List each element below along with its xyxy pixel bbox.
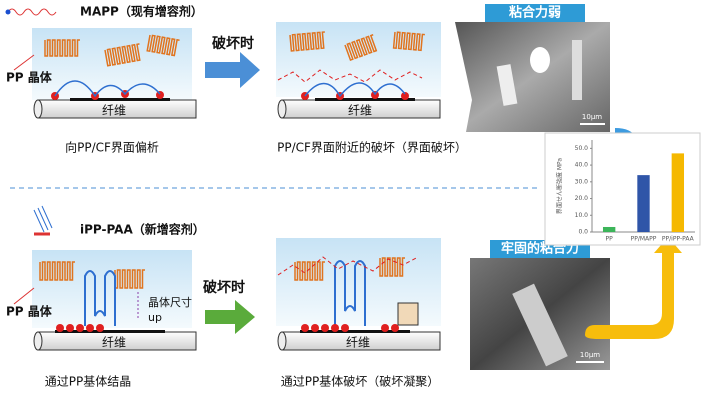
y-tick-label: 0.0 xyxy=(578,229,588,236)
pointer xyxy=(13,287,35,305)
fiber-pullout xyxy=(572,40,582,100)
crystal xyxy=(289,31,325,52)
y-tick-label: 10.0 xyxy=(575,212,589,219)
bar xyxy=(637,175,650,232)
pp-dot xyxy=(311,324,319,332)
pp-dot xyxy=(391,324,399,332)
crystal xyxy=(379,257,405,277)
size-label: up xyxy=(148,311,162,324)
pp-dot xyxy=(76,324,84,332)
photo-frame xyxy=(455,22,472,132)
arrow xyxy=(205,300,255,334)
crystal xyxy=(104,43,141,67)
photo-title-bg xyxy=(485,4,585,22)
arrow xyxy=(585,237,682,339)
mapp-icon xyxy=(7,8,57,16)
pp-dot xyxy=(301,324,309,332)
pp-dot xyxy=(86,324,94,332)
crystal xyxy=(294,261,325,281)
caption: 通过PP基体结晶 xyxy=(45,375,131,389)
legend: MAPP（现有增容剂） xyxy=(80,4,203,19)
x-tick-label: PP/MAPP xyxy=(631,236,657,243)
matrix xyxy=(276,22,441,97)
crystal xyxy=(39,261,75,281)
crystal-label: PP 晶体 xyxy=(6,304,53,319)
fiber xyxy=(512,283,568,367)
pp-dot xyxy=(321,324,329,332)
pp-dot xyxy=(341,324,349,332)
fiber-label: 纤维 xyxy=(346,336,370,350)
mapp-dot xyxy=(156,91,164,99)
crystal xyxy=(114,269,145,289)
scale: 10μm xyxy=(580,351,600,359)
mapp-dot xyxy=(401,92,409,100)
pp-dot xyxy=(56,324,64,332)
ipp-icon xyxy=(33,205,53,233)
molecules xyxy=(39,256,419,332)
crystal xyxy=(146,34,180,57)
caption: 向PP/CF界面偏析 xyxy=(65,140,159,155)
pp-dot xyxy=(66,324,74,332)
y-tick-label: 50.0 xyxy=(575,145,589,152)
molecules xyxy=(44,31,425,100)
x-tick-label: PP/iPP-PAA xyxy=(662,236,695,243)
ipp-chain xyxy=(84,270,116,326)
y-tick-label: 30.0 xyxy=(575,178,589,185)
matrix xyxy=(32,250,192,328)
ipp-chain xyxy=(334,260,366,326)
bar xyxy=(671,153,685,232)
fiber-label: 纤维 xyxy=(102,336,126,350)
pp-dot xyxy=(381,324,389,332)
y-tick-label: 20.0 xyxy=(575,195,589,202)
chart: 界面せん断強度 MPa 0.0 10.0 20.0 30.0 40.0 50.0 PP PP/M… xyxy=(556,140,695,243)
chain xyxy=(54,80,161,98)
pointer xyxy=(13,54,35,71)
fiber-label: 纤维 xyxy=(102,104,126,118)
crystal-label: PP 晶体 xyxy=(6,70,53,85)
crack xyxy=(277,256,419,276)
crack xyxy=(277,69,423,83)
bar xyxy=(602,226,616,232)
crystal xyxy=(392,31,425,52)
crystal xyxy=(344,34,378,61)
size-label: 晶体尺寸 xyxy=(148,295,192,309)
fiber-pullout xyxy=(496,64,518,106)
pp-dot xyxy=(96,324,104,332)
arrow-label: 破坏时 xyxy=(212,35,254,52)
scale: 10μm xyxy=(582,113,602,121)
fiber-label: 纤维 xyxy=(348,104,372,118)
arrow xyxy=(205,52,260,88)
hole xyxy=(530,47,550,73)
x-tick-label: PP xyxy=(606,236,614,243)
crystal xyxy=(44,39,80,57)
y-axis-label: 界面せん断強度 MPa xyxy=(556,158,564,214)
chain xyxy=(304,82,406,98)
caption: PP/CF界面附近的破坏（界面破坏） xyxy=(277,140,467,155)
icon-dot xyxy=(5,9,11,15)
arrow-label: 破坏时 xyxy=(203,279,245,296)
hand-icon xyxy=(397,302,419,326)
pp-dot xyxy=(331,324,339,332)
legend: iPP-PAA（新增容剂） xyxy=(80,222,205,237)
fiber xyxy=(33,98,441,351)
sem-photo xyxy=(455,22,610,132)
y-tick-label: 40.0 xyxy=(575,162,589,169)
caption: 通过PP基体破坏（破坏凝聚） xyxy=(281,374,439,389)
photo-title: 粘合力弱 xyxy=(508,5,561,21)
